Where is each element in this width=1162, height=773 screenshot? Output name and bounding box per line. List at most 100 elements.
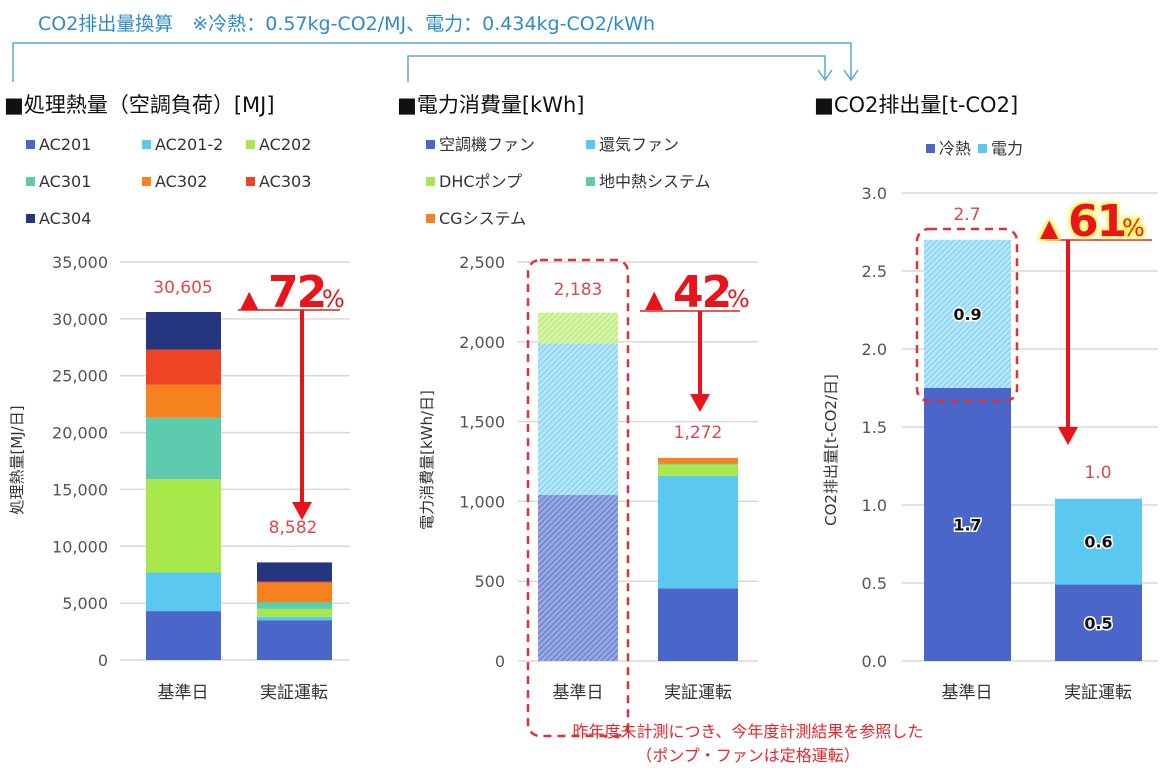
bar-segment-AC303-0 [146, 349, 221, 385]
legend-label: AC303 [259, 172, 311, 191]
bar-segment-AC201-2-0 [146, 572, 221, 612]
triangle-icon: ▲ [240, 285, 259, 313]
total-data-label: 2,183 [554, 280, 603, 300]
arrowhead-icon [843, 69, 859, 82]
x-category-label: 実証運転 [260, 683, 328, 703]
bar-segment-AC201-1 [257, 620, 332, 660]
bar-segment-AC201-0 [146, 611, 221, 660]
chart-title: ■CO2排出量[t-CO2] [814, 93, 1018, 117]
percent-sign: % [1122, 214, 1145, 242]
chart-heat-load: ■処理熱量（空調負荷）[MJ] AC201 AC201-2 AC202 AC301 AC3… [4, 93, 350, 703]
total-data-label: 1.0 [1084, 463, 1111, 483]
y-tick-label: 1.0 [862, 496, 887, 515]
down-arrow-icon [292, 502, 312, 520]
segment-data-label: 0.5 [1084, 614, 1112, 633]
y-tick-label: 2.0 [862, 340, 887, 359]
legend-swatch [426, 177, 435, 186]
legend-swatch [26, 140, 35, 149]
legend-label: 空調機ファン [439, 135, 535, 154]
annotation-note: 昨年度未計測につき、今年度計測結果を参照した [573, 722, 924, 741]
chart-co2-emissions: ■CO2排出量[t-CO2] 冷熱 電力 0.0 0.5 1.0 1.5 2.0 2.5 3.0 C… [814, 93, 1158, 703]
bar-segment--1 [1055, 498, 1142, 585]
triangle-icon: ▲ [1040, 214, 1059, 242]
chart-power-consumption: ■電力消費量[kWh] 空調機ファン 還気ファン DHCポンプ 地中熱システム CGシステ… [397, 93, 923, 765]
bar-segment-DHC-0 [538, 312, 618, 344]
y-axis-label: CO2排出量[t-CO2/日] [822, 374, 840, 526]
legend-label: AC201-2 [155, 135, 223, 154]
bar-segment--1 [658, 588, 738, 661]
y-tick-label: 5,000 [62, 594, 108, 613]
y-tick-label: 0 [98, 651, 108, 670]
reduction-percent-value: 42 [673, 267, 730, 318]
y-tick-label: 20,000 [52, 424, 108, 443]
y-tick-label: 10,000 [52, 537, 108, 556]
chart-title: ■処理熱量（空調負荷）[MJ] [4, 93, 275, 117]
bar-segment-DHC-1 [658, 464, 738, 476]
legend-swatch [586, 177, 595, 186]
y-tick-label: 35,000 [52, 253, 108, 272]
arrowhead-icon [817, 69, 833, 82]
bar-segment-AC301-0 [146, 417, 221, 480]
triangle-icon: ▲ [645, 285, 664, 313]
y-tick-label: 3.0 [862, 184, 887, 203]
y-tick-label: 25,000 [52, 367, 108, 386]
conversion-note: CO2排出量換算 ※冷熱：0.57kg-CO2/MJ、電力：0.434kg-CO… [38, 13, 655, 35]
segment-data-label: 0.6 [1084, 533, 1112, 552]
bar-segment-AC301-1 [257, 602, 332, 609]
legend-label: 還気ファン [599, 135, 679, 154]
heat-to-co2-bracket [12, 42, 852, 82]
y-tick-label: 2,000 [459, 333, 505, 352]
bar-segment-AC304-0 [146, 311, 221, 350]
y-tick-label: 2.5 [862, 262, 887, 281]
reduction-badge: ▲ 61% [1040, 196, 1145, 247]
legend-swatch [426, 214, 435, 223]
legend-swatch [426, 140, 435, 149]
highlight-dashed-box [526, 258, 630, 738]
bar-segment--1 [1055, 584, 1142, 661]
bar-segment--1 [658, 463, 738, 465]
power-to-co2-bracket [407, 55, 826, 82]
bar-segment--1 [658, 475, 738, 589]
reduction-percent-value: 61 [1068, 196, 1125, 247]
x-category-label: 基準日 [553, 683, 604, 703]
bar-segment-CG-1 [658, 457, 738, 464]
bracket-connectors [12, 42, 859, 82]
legend-label: 冷熱 [939, 139, 971, 158]
y-tick-label: 1,500 [459, 413, 505, 432]
bar-segment--0 [538, 495, 618, 661]
chart-title: ■電力消費量[kWh] [397, 93, 584, 117]
y-tick-label: 1,000 [459, 492, 505, 511]
down-arrow-icon [1058, 427, 1078, 445]
legend-label: CGシステム [439, 209, 526, 228]
total-data-label: 30,605 [153, 278, 212, 298]
legend-swatch [926, 144, 935, 153]
legend-swatch [26, 214, 35, 223]
bar-segment-AC202-1 [257, 608, 332, 617]
legend-swatch [978, 144, 987, 153]
reduction-percent-value: 72 [268, 267, 325, 318]
bar-segment-AC201-2-1 [257, 616, 332, 621]
y-tick-label: 30,000 [52, 310, 108, 329]
percent-sign: % [727, 285, 750, 313]
y-tick-label: 0.0 [862, 652, 887, 671]
annotation-note: （ポンプ・ファンは定格運転） [636, 746, 860, 765]
bar-segment-AC202-0 [146, 479, 221, 573]
y-tick-label: 1.5 [862, 418, 887, 437]
legend-label: AC304 [39, 209, 91, 228]
legend-swatch [142, 177, 151, 186]
segment-data-label: 0.9 [953, 305, 981, 324]
bar-segment-AC302-1 [257, 582, 332, 603]
legend-swatch [26, 177, 35, 186]
legend-label: DHCポンプ [439, 172, 522, 191]
bar-segment-AC304-1 [257, 562, 332, 582]
reduction-badge: ▲ 72% [240, 267, 345, 318]
y-tick-label: 500 [474, 572, 505, 591]
legend-swatch [246, 140, 255, 149]
legend-label: AC201 [39, 135, 91, 154]
x-category-label: 基準日 [158, 683, 209, 703]
y-tick-label: 2,500 [459, 253, 505, 272]
highlight-dashed-box [915, 227, 1019, 403]
down-arrow-icon [690, 394, 710, 412]
legend-swatch [246, 177, 255, 186]
